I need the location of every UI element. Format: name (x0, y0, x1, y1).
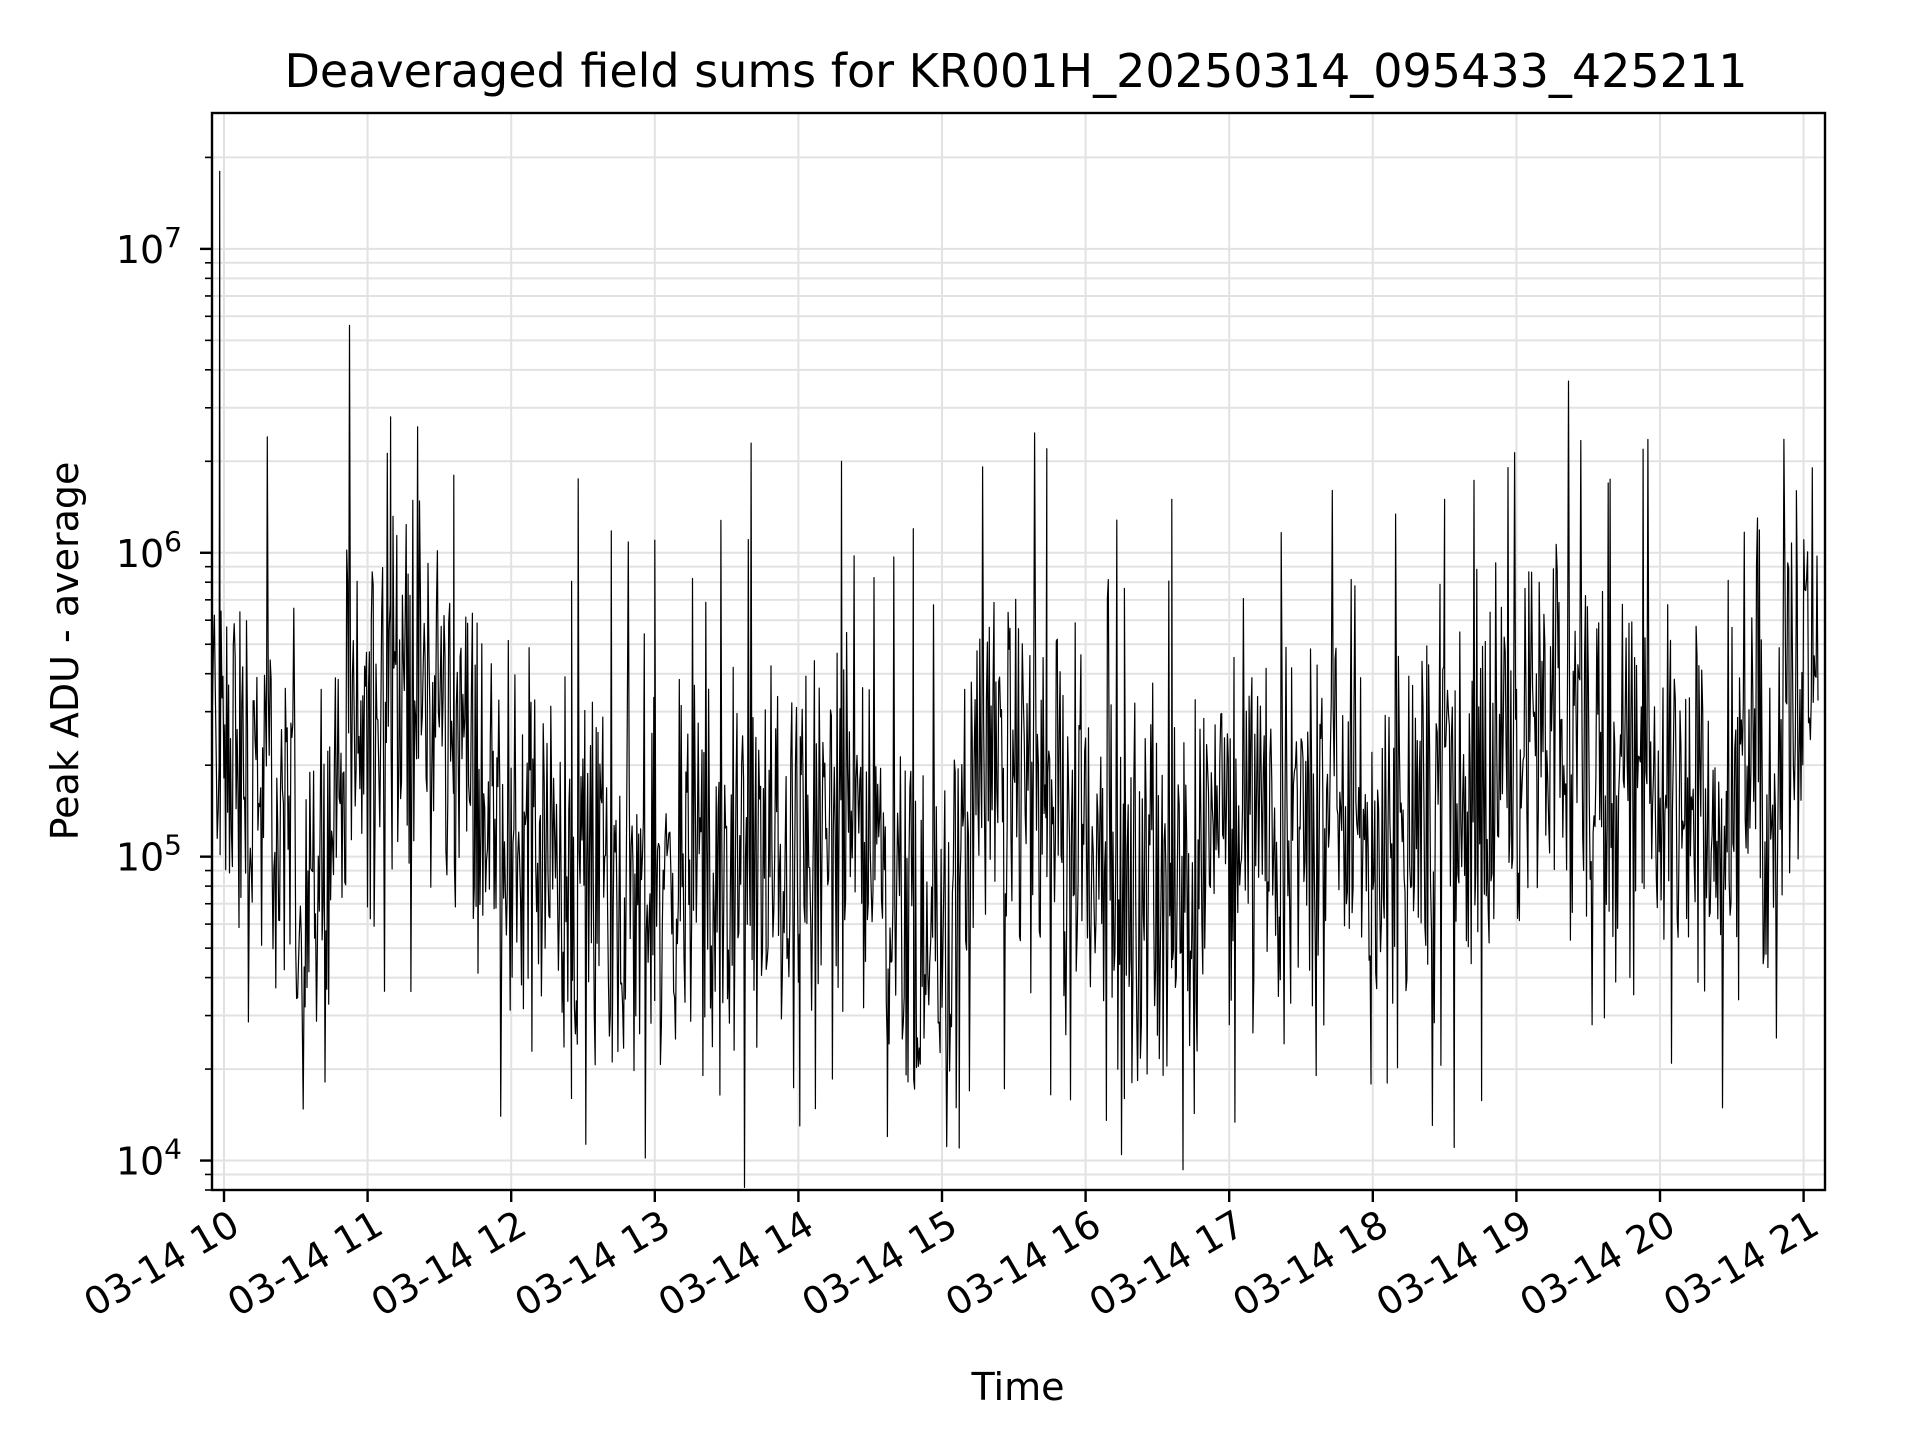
y-tick-label: 107 (116, 221, 182, 272)
y-axis-label: Peak ADU - average (43, 462, 87, 841)
y-tick-label: 106 (116, 525, 182, 576)
series-layer (211, 170, 1819, 1188)
y-axis: 104 105 106 107 (116, 156, 212, 1191)
series-line (211, 170, 1819, 1188)
chart-title: Deaveraged field sums for KR001H_2025031… (285, 44, 1748, 98)
plot-area-frame (210, 111, 1827, 1192)
x-axis-label: Time (971, 1365, 1065, 1409)
y-tick-label: 104 (116, 1133, 182, 1184)
y-tick-label: 105 (116, 829, 182, 880)
grid-layer (212, 113, 1825, 1191)
